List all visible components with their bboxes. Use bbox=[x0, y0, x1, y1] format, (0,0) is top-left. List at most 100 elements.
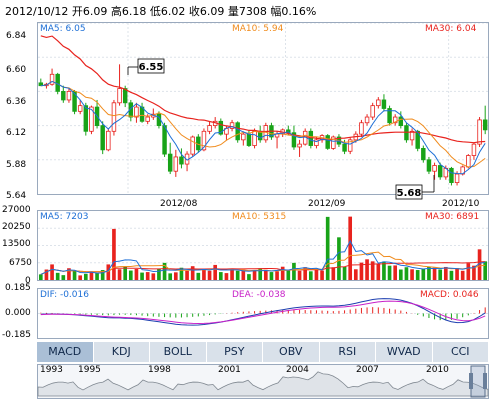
volume-ma30-label: MA30: 6891 bbox=[425, 212, 480, 222]
volume-bar bbox=[303, 267, 308, 280]
candle-body bbox=[364, 116, 370, 124]
candle-body bbox=[415, 130, 420, 149]
volume-bar bbox=[297, 270, 302, 280]
volume-bar bbox=[67, 268, 71, 280]
volume-bar bbox=[72, 270, 77, 280]
volume-bar bbox=[432, 267, 437, 280]
volume-bar bbox=[241, 269, 246, 280]
price-ma30-label: MA30: 6.04 bbox=[425, 24, 477, 34]
volume-ma5-label: MA5: 7203 bbox=[40, 212, 89, 222]
candle-body bbox=[229, 122, 235, 129]
candle-body bbox=[167, 153, 173, 172]
candle-body bbox=[83, 105, 89, 132]
volume-ma5-line bbox=[40, 239, 486, 275]
volume-bar bbox=[337, 237, 341, 280]
volume-bar bbox=[443, 266, 448, 280]
volume-bar bbox=[196, 272, 201, 280]
candle-body bbox=[437, 165, 443, 178]
volume-bar bbox=[134, 269, 139, 280]
candle-body bbox=[190, 136, 195, 155]
volume-bar bbox=[466, 263, 471, 280]
candle-body bbox=[421, 147, 426, 161]
volume-panel-frame bbox=[37, 210, 489, 281]
candle-body bbox=[207, 125, 212, 132]
open-label: 开 bbox=[71, 5, 83, 18]
quote-date: 2012/10/12 bbox=[5, 5, 69, 18]
candle-body bbox=[466, 155, 471, 168]
candle-body bbox=[66, 91, 72, 101]
candle-body bbox=[106, 130, 111, 151]
timeline-left-handle[interactable] bbox=[469, 373, 473, 389]
high-callout-text: 6.55 bbox=[139, 62, 164, 73]
open-value: 6.09 bbox=[82, 5, 108, 18]
volume-bar bbox=[100, 270, 105, 280]
timeline-year: 2001 bbox=[218, 365, 241, 375]
candle-body bbox=[387, 108, 392, 124]
price-moving-averages bbox=[40, 35, 486, 175]
close-label: 收 bbox=[188, 5, 200, 18]
macd-value-label: MACD: 0.046 bbox=[420, 290, 479, 300]
candle-body bbox=[201, 130, 207, 151]
candle-body bbox=[331, 136, 336, 149]
volume-bar bbox=[258, 268, 263, 280]
volume-bar bbox=[410, 269, 414, 280]
volume-bar bbox=[44, 269, 49, 280]
volume-bar bbox=[207, 270, 212, 280]
candle-body bbox=[218, 120, 224, 135]
tab-psy[interactable]: PSY bbox=[206, 342, 263, 362]
candle-body bbox=[359, 122, 364, 135]
volume-bar bbox=[308, 271, 313, 280]
volume-bar bbox=[438, 269, 443, 280]
timeline-year: 2007 bbox=[356, 365, 379, 375]
candle-body bbox=[173, 156, 179, 172]
price-y-tick: 5.64 bbox=[6, 191, 27, 201]
tab-wvad[interactable]: WVAD bbox=[376, 342, 433, 362]
timeline-range-window[interactable] bbox=[470, 365, 486, 398]
candle-body bbox=[134, 106, 139, 118]
indicator-tabs: MACD KDJ BOLL PSY OBV RSI WVAD CCI bbox=[37, 342, 489, 362]
low-callout-text: 5.68 bbox=[397, 188, 422, 199]
timeline-right-handle[interactable] bbox=[483, 373, 487, 389]
volume-bar bbox=[61, 275, 66, 280]
macd-y-tick: 0.185 bbox=[5, 283, 31, 293]
candle-body bbox=[297, 143, 302, 148]
volume-y-tick: 13500 bbox=[2, 239, 31, 249]
candle-body bbox=[49, 73, 55, 85]
macd-dif-label: DIF: -0.016 bbox=[40, 290, 89, 300]
tab-rsi[interactable]: RSI bbox=[319, 342, 376, 362]
tab-kdj[interactable]: KDJ bbox=[93, 342, 150, 362]
volume-bar bbox=[263, 269, 268, 280]
volume-bar bbox=[280, 266, 285, 280]
timeline-navigator[interactable] bbox=[37, 364, 489, 399]
volume-ma10-label: MA10: 5315 bbox=[232, 212, 287, 222]
tab-obv[interactable]: OBV bbox=[263, 342, 320, 362]
price-panel-frame bbox=[37, 22, 489, 195]
macd-dif-line bbox=[40, 298, 486, 326]
volume-bar bbox=[398, 269, 403, 280]
change-value: 0.16% bbox=[281, 5, 317, 18]
candle-body bbox=[314, 139, 319, 146]
volume-bar bbox=[140, 272, 144, 280]
volume-y-tick: 27000 bbox=[2, 205, 31, 215]
low-callout: 5.68 bbox=[395, 175, 435, 200]
candle-body bbox=[477, 119, 482, 145]
volume-bar bbox=[449, 270, 454, 280]
low-value: 6.02 bbox=[160, 5, 186, 18]
volume-bar bbox=[123, 266, 128, 280]
candle-body bbox=[291, 132, 297, 148]
volume-bar bbox=[359, 262, 364, 280]
volume-bar bbox=[348, 216, 353, 280]
volume-bar bbox=[128, 270, 133, 280]
price-ma10-line bbox=[40, 80, 486, 168]
timeline-history-line bbox=[37, 371, 489, 397]
price-x-label: 2012/08 bbox=[160, 199, 198, 209]
volume-bar bbox=[252, 270, 257, 280]
tab-cci[interactable]: CCI bbox=[432, 342, 489, 362]
candle-body bbox=[471, 143, 477, 156]
tab-boll[interactable]: BOLL bbox=[150, 342, 207, 362]
tab-macd[interactable]: MACD bbox=[37, 342, 94, 362]
volume-bar bbox=[269, 272, 274, 280]
volume-y-tick: 0 bbox=[25, 276, 31, 286]
price-y-tick: 5.88 bbox=[6, 160, 27, 170]
